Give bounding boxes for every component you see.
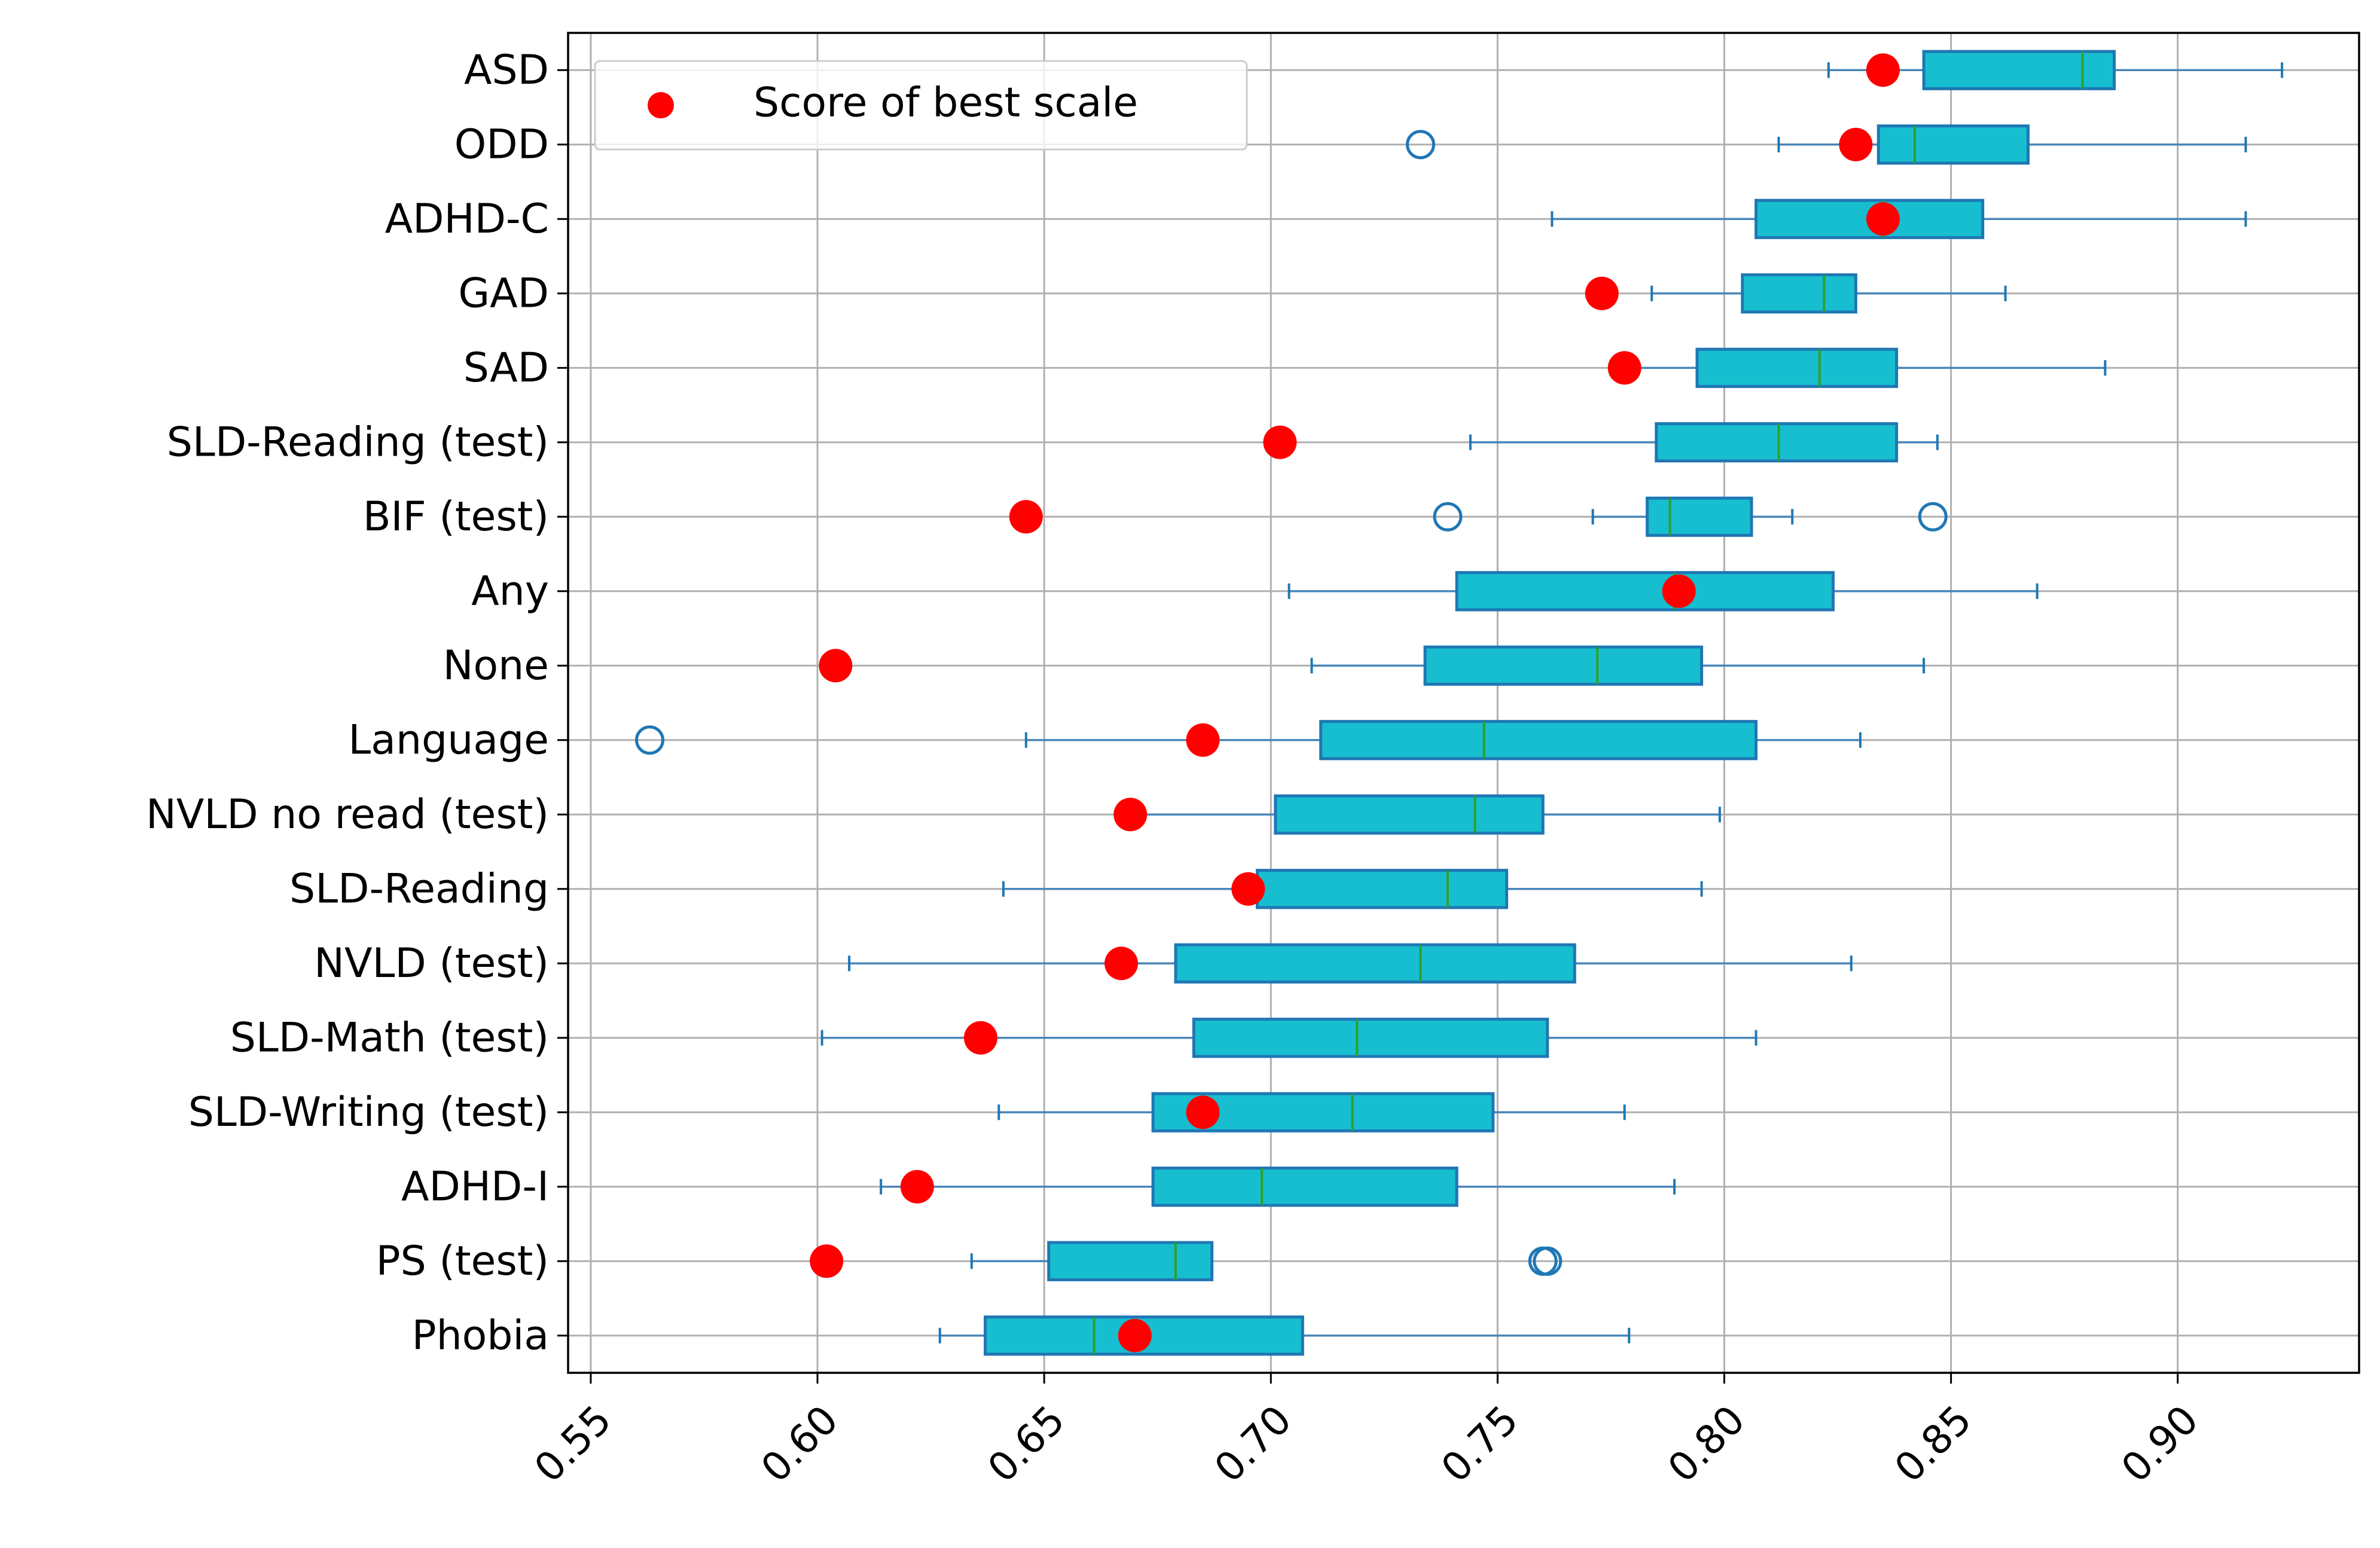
y-tick-label: Language <box>348 716 549 764</box>
flier-point <box>634 725 664 755</box>
box <box>1256 869 1509 909</box>
best-scale-point <box>1607 351 1641 385</box>
y-tick-label: ASD <box>464 47 549 94</box>
flier-point <box>1918 502 1948 532</box>
best-scale-point <box>1839 127 1873 161</box>
y-tick-label: SLD-Reading (test) <box>167 419 549 466</box>
y-tick-label: SLD-Math (test) <box>230 1014 549 1061</box>
flier-point <box>1533 1246 1563 1276</box>
x-tick-label: 0.75 <box>1432 1397 1527 1491</box>
x-tick-label: 0.70 <box>1206 1397 1300 1491</box>
x-tick-label: 0.55 <box>526 1397 620 1491</box>
box <box>1423 645 1704 686</box>
best-scale-point <box>1263 425 1297 459</box>
box <box>1876 124 2030 165</box>
best-scale-point <box>1113 798 1148 832</box>
box <box>1655 422 1899 463</box>
x-tick-label: 0.85 <box>1886 1397 1981 1491</box>
y-tick-label: SAD <box>463 344 549 392</box>
y-tick-label: SLD-Reading <box>289 865 549 912</box>
legend: Score of best scale <box>594 60 1248 151</box>
legend-box <box>594 60 1248 151</box>
best-scale-point <box>819 649 853 683</box>
best-scale-point <box>1186 1095 1220 1129</box>
y-tick-label: NVLD no read (test) <box>146 791 549 838</box>
best-scale-point <box>1662 574 1696 608</box>
y-tick-label: ADHD-C <box>385 196 549 243</box>
y-tick-label: BIF (test) <box>363 493 549 541</box>
flier-point <box>1433 502 1463 532</box>
y-tick-label: GAD <box>458 270 549 317</box>
y-tick-label: NVLD (test) <box>314 940 549 987</box>
box <box>1455 571 1835 612</box>
grid-layer <box>568 33 2359 1373</box>
best-scale-layer <box>810 53 1900 1352</box>
legend-label: Score of best scale <box>753 80 1138 127</box>
best-scale-point <box>900 1170 934 1204</box>
best-scale-point <box>1104 946 1139 981</box>
box <box>1646 496 1753 537</box>
box <box>1741 273 1857 314</box>
box <box>1319 720 1758 761</box>
x-tick-label: 0.80 <box>1659 1397 1753 1491</box>
y-tick-label: ODD <box>454 121 549 168</box>
y-tick-label: SLD-Writing (test) <box>188 1089 549 1136</box>
y-tick-label: None <box>443 642 549 689</box>
plot-frame <box>567 32 2360 1374</box>
x-tick-label: 0.60 <box>752 1397 847 1491</box>
x-tick-label: 0.65 <box>979 1397 1073 1491</box>
best-scale-point <box>1186 723 1220 757</box>
box-layer <box>634 50 2284 1356</box>
best-scale-point <box>1866 202 1900 236</box>
legend-marker-best-scale <box>648 92 674 118</box>
box <box>1695 347 1899 388</box>
box <box>1047 1241 1214 1281</box>
best-scale-point <box>1866 53 1900 87</box>
box <box>1922 50 2116 90</box>
box <box>1274 794 1545 835</box>
y-tick-label: Any <box>471 567 549 615</box>
x-tick-label: 0.90 <box>2113 1397 2207 1491</box>
y-tick-label: Phobia <box>412 1312 549 1359</box>
best-scale-point <box>810 1244 844 1278</box>
y-tick-label: ADHD-I <box>401 1163 549 1210</box>
y-tick-label: PS (test) <box>376 1238 549 1285</box>
best-scale-point <box>1585 276 1619 310</box>
flier-point <box>1405 130 1435 160</box>
box <box>1174 943 1576 984</box>
best-scale-point <box>1231 872 1265 906</box>
best-scale-point <box>1118 1318 1152 1352</box>
box <box>1151 1167 1458 1207</box>
best-scale-point <box>1009 500 1043 534</box>
best-scale-point <box>963 1021 997 1055</box>
box <box>1192 1018 1549 1058</box>
